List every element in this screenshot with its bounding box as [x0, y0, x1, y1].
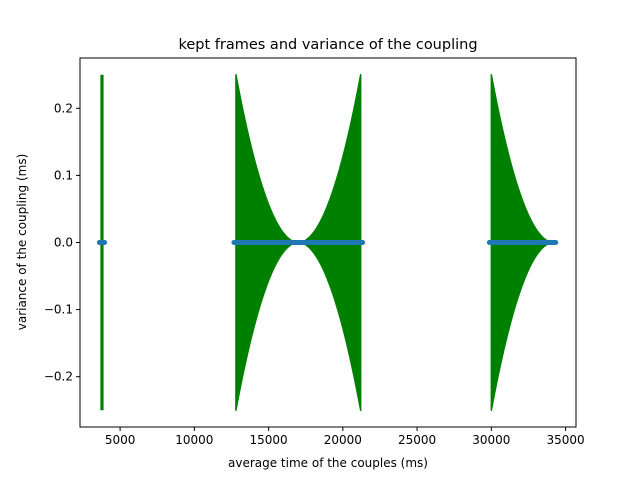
x-axis-ticks: 5000 10000 15000 20000 25000 30000 35000 — [105, 427, 585, 447]
y-axis-label: variance of the coupling (ms) — [15, 154, 29, 331]
x-tick-label: 15000 — [250, 433, 288, 447]
y-tick-label: −0.2 — [44, 370, 73, 384]
y-axis-ticks: −0.2 −0.1 0.0 0.1 0.2 — [44, 101, 80, 384]
y-tick-label: −0.1 — [44, 303, 73, 317]
y-tick-label: 0.0 — [54, 236, 73, 250]
x-tick-label: 35000 — [547, 433, 585, 447]
chart-title: kept frames and variance of the coupling — [178, 37, 477, 53]
x-tick-label: 10000 — [175, 433, 213, 447]
y-tick-label: 0.2 — [54, 101, 73, 115]
x-axis-label: average time of the couples (ms) — [228, 456, 428, 470]
y-tick-label: 0.1 — [54, 168, 73, 182]
x-tick-label: 30000 — [472, 433, 510, 447]
x-tick-label: 20000 — [324, 433, 362, 447]
x-tick-label: 25000 — [398, 433, 436, 447]
x-tick-label: 5000 — [105, 433, 136, 447]
